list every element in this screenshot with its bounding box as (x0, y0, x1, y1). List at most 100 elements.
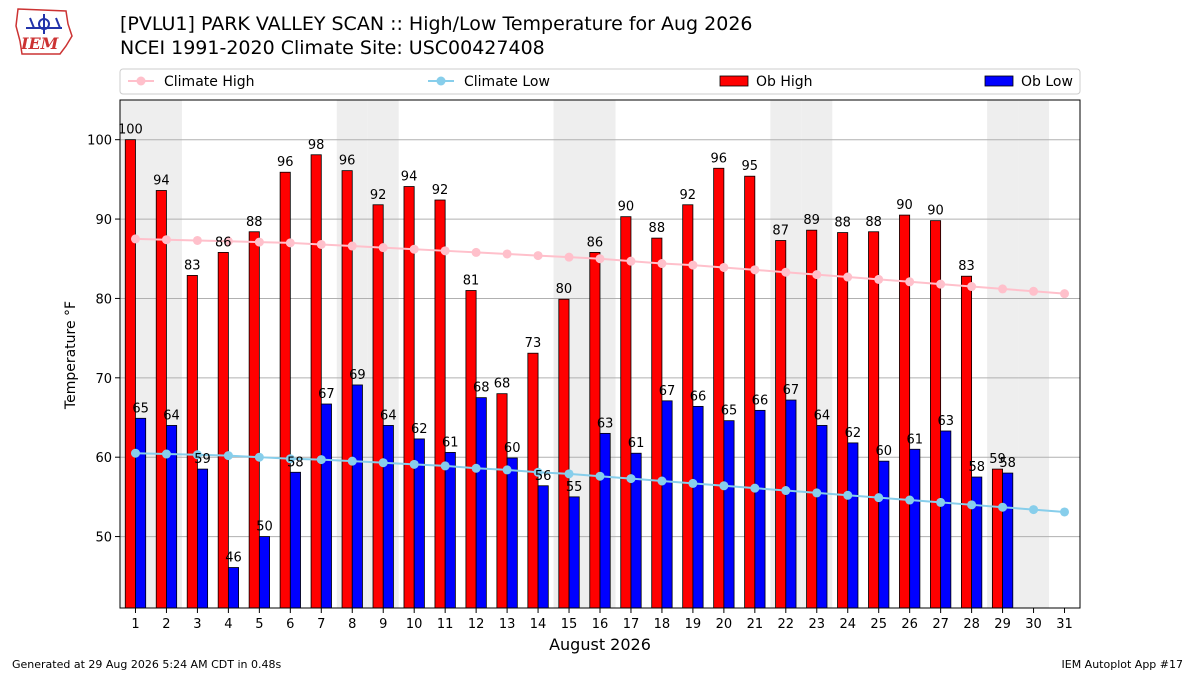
climate-low-point-7 (316, 455, 326, 465)
climate-high-point-2 (161, 235, 171, 245)
climate-high-point-14 (533, 251, 543, 261)
ob-high-bar-13 (496, 393, 508, 609)
ob-low-bar-24 (847, 442, 859, 609)
ob-low-value-label-23: 64 (814, 408, 831, 423)
climate-high-point-20 (719, 262, 729, 272)
ob-low-bar-27 (940, 430, 952, 609)
climate-low-point-27 (936, 497, 946, 507)
ob-low-bar-26 (909, 448, 921, 609)
ob-high-value-label-10: 94 (401, 170, 418, 185)
x-tick-label-22: 22 (778, 617, 795, 632)
climate-high-point-28 (967, 282, 977, 292)
climate-low-point-1 (130, 448, 140, 458)
ob-high-value-label-22: 87 (772, 223, 789, 238)
climate-low-point-19 (688, 478, 698, 488)
x-tick-label-14: 14 (530, 617, 547, 632)
iem-logo: IEM (8, 6, 74, 58)
climate-high-point-12 (471, 247, 481, 257)
ob-high-value-label-16: 86 (587, 235, 604, 250)
ob-high-value-label-26: 90 (896, 198, 913, 213)
ob-high-bar-3 (186, 275, 198, 609)
ob-high-bar-11 (434, 199, 446, 609)
ob-high-value-label-17: 90 (618, 200, 635, 215)
ob-low-bar-12 (475, 397, 487, 609)
climate-low-point-23 (812, 488, 822, 498)
climate-high-point-5 (254, 237, 264, 247)
climate-high-point-16 (595, 254, 605, 264)
ob-high-value-label-29: 59 (989, 452, 1006, 467)
y-axis-label: Temperature °F (63, 301, 79, 410)
climate-high-point-15 (564, 252, 574, 262)
climate-low-point-28 (967, 500, 977, 510)
climate-low-point-6 (285, 454, 295, 464)
legend-label-climate-high: Climate High (164, 74, 255, 90)
legend: Climate High Climate Low Ob High Ob Low (119, 68, 1081, 95)
ob-low-bar-28 (971, 476, 983, 609)
climate-low-point-5 (254, 452, 264, 462)
ob-low-value-label-26: 61 (907, 432, 924, 447)
climate-high-point-24 (843, 272, 853, 282)
legend-label-ob-high: Ob High (756, 74, 813, 90)
ob-low-value-label-29: 58 (999, 456, 1016, 471)
ob-high-value-label-18: 88 (649, 221, 666, 236)
ob-low-bar-9 (382, 425, 394, 609)
ob-high-bar-24 (837, 232, 849, 609)
ob-high-bar-12 (465, 290, 477, 609)
climate-high-point-23 (812, 270, 822, 280)
ob-low-bar-11 (444, 452, 456, 609)
climate-high-point-17 (626, 256, 636, 266)
ob-low-bar-20 (723, 420, 735, 609)
climate-high-point-18 (657, 259, 667, 269)
y-tick-label-60: 60 (95, 451, 112, 466)
climate-high-point-11 (440, 246, 450, 256)
ob-low-value-label-8: 69 (349, 368, 366, 383)
ob-high-bar-1 (124, 139, 136, 609)
bar-series (124, 139, 1014, 609)
ob-high-value-label-19: 92 (680, 188, 697, 203)
ob-high-value-label-14: 73 (525, 336, 542, 351)
climate-high-point-29 (998, 284, 1008, 294)
ob-high-bar-29 (991, 468, 1003, 609)
ob-high-bar-20 (713, 167, 725, 609)
x-tick-label-6: 6 (286, 617, 294, 632)
legend-label-ob-low: Ob Low (1021, 74, 1073, 90)
x-tick-label-25: 25 (870, 617, 887, 632)
y-tick-label-80: 80 (95, 292, 112, 307)
ob-low-bar-22 (785, 399, 797, 609)
ob-low-value-label-14: 56 (535, 469, 552, 484)
legend-box (119, 68, 1081, 95)
ob-low-value-label-18: 67 (659, 384, 676, 399)
x-tick-label-9: 9 (379, 617, 387, 632)
chart-title: [PVLU1] PARK VALLEY SCAN :: High/Low Tem… (120, 12, 753, 60)
weekend-band-30 (1018, 100, 1050, 608)
x-tick-label-4: 4 (224, 617, 232, 632)
climate-high-point-6 (285, 238, 295, 248)
ob-low-value-label-17: 61 (628, 436, 645, 451)
climate-high-point-7 (316, 239, 326, 249)
x-tick-label-1: 1 (131, 617, 139, 632)
ob-low-bar-6 (289, 471, 301, 609)
ob-low-bar-13 (506, 457, 518, 609)
legend-label-climate-low: Climate Low (464, 74, 550, 90)
ob-high-value-label-24: 88 (834, 216, 851, 231)
ob-low-bar-8 (351, 384, 363, 609)
x-tick-label-12: 12 (468, 617, 485, 632)
ob-high-value-label-7: 98 (308, 138, 325, 153)
logo-text: IEM (21, 34, 59, 53)
ob-low-value-label-5: 50 (256, 520, 273, 535)
climate-low-point-25 (874, 493, 884, 503)
climate-high-point-10 (409, 244, 419, 254)
ob-low-value-label-12: 68 (473, 381, 490, 396)
climate-low-point-15 (564, 469, 574, 479)
x-tick-label-19: 19 (685, 617, 702, 632)
x-tick-label-26: 26 (901, 617, 918, 632)
climate-high-point-27 (936, 279, 946, 289)
ob-low-value-label-3: 59 (194, 452, 211, 467)
ob-high-value-label-20: 96 (710, 151, 727, 166)
x-tick-label-21: 21 (747, 617, 764, 632)
ob-low-bar-21 (754, 409, 766, 609)
ob-high-bar-17 (620, 216, 632, 609)
ob-high-bar-21 (744, 175, 756, 609)
climate-low-point-10 (409, 459, 419, 469)
climate-low-point-18 (657, 476, 667, 486)
